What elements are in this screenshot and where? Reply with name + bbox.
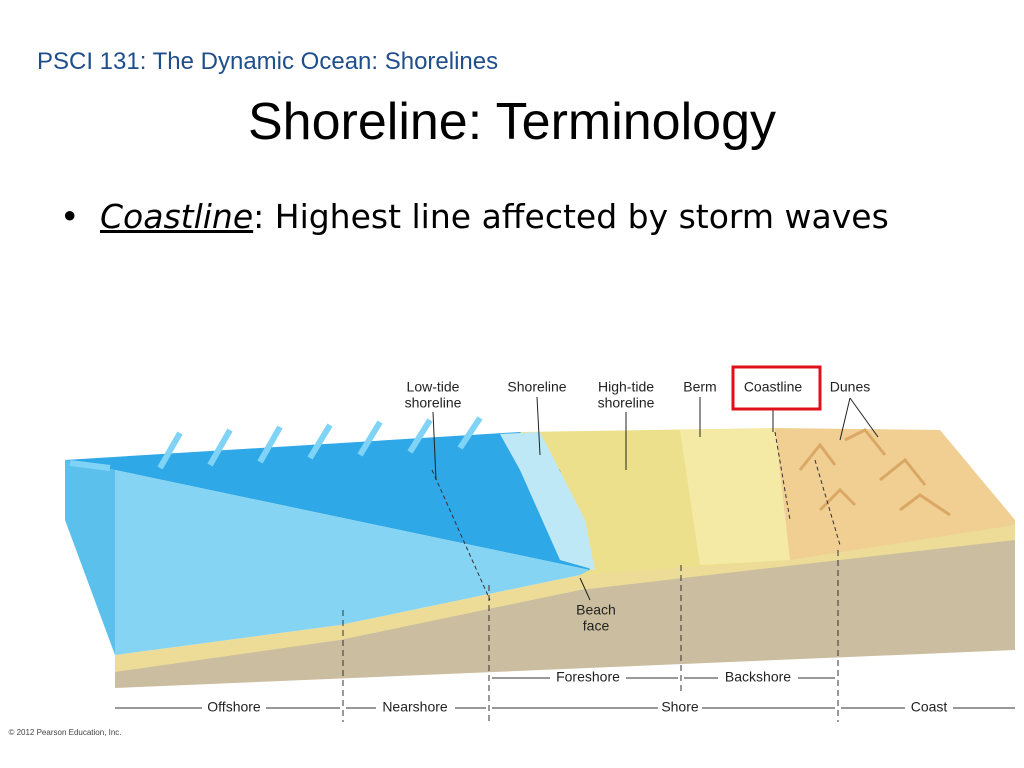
zone-label: Foreshore (556, 669, 620, 685)
diagram-label: Low-tide (407, 379, 460, 395)
water-front (115, 470, 590, 655)
diagram-label: shoreline (405, 395, 462, 411)
bullet-text: : Highest line affected by storm waves (253, 197, 889, 236)
dune-ridges (798, 428, 951, 517)
diagram-label: face (583, 618, 610, 634)
zone-arrows (115, 677, 1015, 709)
bullet-term: Coastline (100, 197, 254, 236)
diagram-label: Dunes (830, 379, 870, 395)
label-leaders (432, 396, 879, 601)
course-header: PSCI 131: The Dynamic Ocean: Shorelines (37, 48, 499, 75)
dunes-surface (775, 428, 1015, 560)
zone-label: Nearshore (382, 699, 448, 715)
diagram-label: shoreline (598, 395, 655, 411)
diagram-label: Shoreline (507, 379, 566, 395)
diagram-label: Beach (576, 602, 616, 618)
diagram-label: Berm (683, 379, 716, 395)
bedrock (115, 528, 1015, 688)
zone-dividers (342, 550, 839, 722)
backshore-surface (680, 428, 790, 565)
zone-label: Backshore (725, 669, 791, 685)
zone-label: Shore (661, 699, 699, 715)
water-side (65, 460, 115, 655)
water-surface (65, 432, 590, 570)
slide-title: Shoreline: Terminology (248, 93, 776, 151)
diagram-label: High-tide (598, 379, 654, 395)
zone-label: Coast (911, 699, 948, 715)
wave-crests (69, 416, 483, 471)
sand-layer (115, 525, 1015, 672)
bullet: Coastline: Highest line affected by stor… (60, 190, 920, 244)
credit: © 2012 Pearson Education, Inc. (8, 728, 121, 737)
highlight-box (731, 365, 822, 411)
diagram-label: Coastline (744, 379, 803, 395)
shoreline-dash (431, 431, 841, 601)
zone-label: Offshore (207, 699, 261, 715)
surf-zone (500, 432, 595, 570)
